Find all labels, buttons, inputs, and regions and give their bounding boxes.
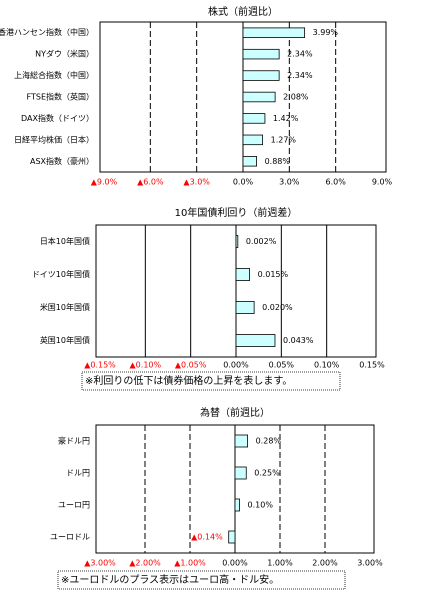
bar	[234, 466, 247, 480]
y-tick-label: NYダウ（米国）	[35, 49, 94, 59]
bar	[242, 134, 264, 146]
x-tick-label: 0.00%	[222, 559, 248, 568]
y-tick-label: ユーロ円	[58, 501, 90, 510]
x-tick-label: ▲1.00%	[174, 559, 206, 568]
x-tick-label: ▲0.15%	[84, 361, 116, 370]
y-tick-label: ドイツ10年国債	[32, 269, 90, 279]
y-tick-label: 香港ハンセン指数（中国）	[0, 27, 94, 37]
y-tick-label: 日経平均株価（日本）	[14, 134, 94, 144]
value-label: ▲0.14%	[191, 533, 223, 542]
value-label: 0.10%	[248, 501, 274, 510]
y-tick-label: FTSE指数（英国）	[27, 92, 94, 102]
chart-title: 為替（前週比）	[200, 406, 270, 419]
value-label: 0.020%	[262, 303, 293, 312]
value-label: 0.28%	[256, 437, 282, 446]
x-tick-label: ▲0.10%	[130, 361, 162, 370]
y-tick-label: ASX指数（豪州）	[30, 156, 94, 166]
bar	[235, 301, 255, 314]
bar	[242, 113, 266, 124]
y-tick-label: DAX指数（ドイツ）	[21, 113, 94, 123]
bar	[242, 156, 257, 167]
value-label: 2.34%	[287, 71, 313, 80]
y-tick-label: ユーロドル	[50, 533, 90, 542]
x-tick-label: 0.0%	[233, 178, 254, 187]
value-label: 0.25%	[254, 469, 280, 478]
value-label: 2.34%	[287, 50, 313, 59]
bar	[242, 70, 280, 81]
value-label: 3.99%	[313, 28, 339, 37]
value-label: 0.88%	[265, 157, 291, 166]
bar	[228, 530, 236, 544]
x-tick-label: 1.00%	[267, 559, 293, 568]
bar	[234, 434, 249, 448]
x-tick-label: 6.0%	[326, 178, 347, 187]
x-tick-label: ▲0.05%	[175, 361, 207, 370]
bar	[235, 235, 239, 248]
x-tick-label: 0.15%	[359, 361, 385, 370]
x-tick-label: 3.0%	[279, 178, 300, 187]
x-tick-label: 2.00%	[312, 559, 338, 568]
x-tick-label: 0.00%	[223, 361, 249, 370]
value-label: 2.08%	[283, 93, 309, 102]
chart-title: 株式（前週比）	[208, 5, 278, 18]
x-tick-label: ▲6.0%	[137, 178, 164, 187]
value-label: 1.27%	[271, 135, 297, 144]
note-box	[81, 371, 341, 391]
note: ※利回りの低下は債券価格の上昇を表します。	[85, 374, 292, 387]
value-label: 0.043%	[283, 336, 314, 345]
y-tick-label: 英国10年国債	[40, 335, 90, 345]
chart-title: 10年国債利回り（前週差）	[175, 206, 298, 219]
bar	[235, 334, 276, 347]
y-tick-label: ドル円	[66, 469, 90, 478]
note: ※ユーロドルのプラス表示はユーロ高・ドル安。	[61, 573, 279, 586]
bar	[242, 91, 276, 103]
value-label: 1.42%	[273, 114, 299, 123]
y-tick-label: 米国10年国債	[40, 302, 90, 312]
x-tick-label: ▲9.0%	[91, 178, 118, 187]
bar	[242, 27, 306, 38]
bar	[234, 498, 240, 512]
x-tick-label: ▲3.0%	[183, 178, 210, 187]
bar	[242, 48, 280, 60]
x-tick-label: 0.05%	[269, 361, 295, 370]
x-tick-label: ▲2.00%	[129, 559, 161, 568]
note-box	[57, 570, 346, 590]
x-tick-label: 9.0%	[372, 178, 393, 187]
x-tick-label: ▲3.00%	[84, 559, 116, 568]
bar	[235, 268, 250, 281]
value-label: 0.015%	[258, 270, 289, 279]
x-tick-label: 0.10%	[314, 361, 340, 370]
y-tick-label: 豪ドル円	[58, 436, 90, 446]
y-tick-label: 上海総合指数（中国）	[14, 70, 94, 80]
x-tick-label: 3.00%	[357, 559, 383, 568]
y-tick-label: 日本10年国債	[40, 236, 90, 246]
value-label: 0.002%	[246, 237, 277, 246]
